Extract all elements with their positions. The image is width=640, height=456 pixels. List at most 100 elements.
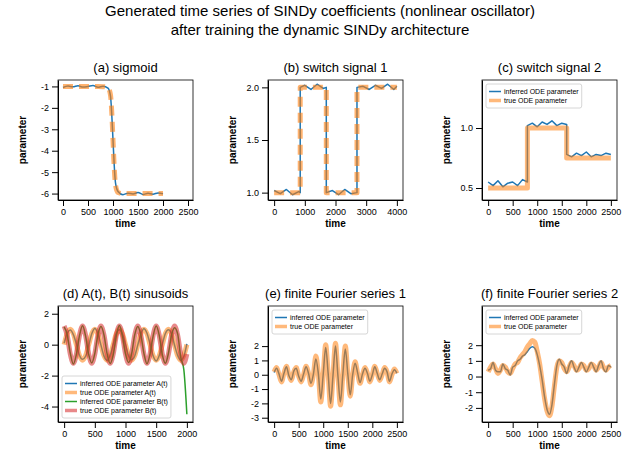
panel-title: (b) switch signal 1 bbox=[283, 60, 387, 75]
tick: -5 bbox=[41, 168, 58, 178]
legend: inferred ODE parameter A(t)true ODE para… bbox=[62, 376, 171, 418]
legend-box bbox=[272, 310, 368, 334]
tick-label: 1.0 bbox=[460, 123, 473, 133]
tick: 1000 bbox=[314, 422, 334, 439]
tick-mark bbox=[299, 422, 300, 428]
tick-label: 0 bbox=[61, 207, 66, 217]
tick: -1 bbox=[465, 388, 482, 398]
tick: -2 bbox=[41, 371, 58, 381]
tick-mark bbox=[476, 408, 482, 409]
tick-mark bbox=[513, 422, 514, 428]
tick-mark bbox=[476, 377, 482, 378]
tick-label: 500 bbox=[506, 207, 521, 217]
tick-label: 3000 bbox=[357, 207, 377, 217]
tick-label: -2 bbox=[465, 403, 473, 413]
tick-mark bbox=[262, 140, 268, 141]
tick: 2500 bbox=[601, 422, 621, 439]
y-axis-title: parameter bbox=[227, 340, 238, 388]
tick: 0 bbox=[44, 340, 58, 350]
legend-box bbox=[62, 376, 171, 418]
series-line bbox=[488, 340, 611, 415]
x-axis: 05001000150020002500 bbox=[59, 200, 199, 217]
y-axis: -3-2-1012 bbox=[251, 307, 269, 424]
tick-label: -1 bbox=[465, 388, 473, 398]
tick-label: 1500 bbox=[552, 207, 572, 217]
tick-mark bbox=[476, 188, 482, 189]
tick-mark bbox=[52, 345, 58, 346]
tick: 1000 bbox=[528, 422, 548, 439]
tick-label: -3 bbox=[251, 413, 259, 423]
tick-label: 1500 bbox=[147, 429, 167, 439]
tick: 0 bbox=[254, 370, 268, 380]
tick-mark bbox=[52, 376, 58, 377]
panel: 05001000150020002500-2-1012(f) finite Fo… bbox=[441, 286, 621, 451]
y-axis-title: parameter bbox=[17, 116, 28, 164]
legend-box bbox=[486, 84, 582, 108]
tick: -2 bbox=[465, 403, 482, 413]
tick-label: 2500 bbox=[601, 429, 621, 439]
panel: 0500100015002000-4-202(d) A(t), B(t) sin… bbox=[17, 286, 197, 451]
tick-label: 0 bbox=[254, 370, 259, 380]
tick-mark bbox=[274, 200, 275, 206]
plot-area bbox=[488, 340, 611, 415]
tick: -1 bbox=[41, 82, 58, 92]
tick-mark bbox=[156, 422, 157, 428]
y-axis: 0.5 1.0 bbox=[460, 81, 482, 201]
series-line bbox=[488, 121, 611, 187]
tick-label: 2500 bbox=[601, 207, 621, 217]
y-axis-title: parameter bbox=[441, 116, 452, 164]
tick-mark bbox=[611, 200, 612, 206]
tick: 1.0 bbox=[246, 188, 268, 198]
legend-label: inferred ODE parameter bbox=[504, 314, 579, 322]
tick: 1500 bbox=[552, 422, 572, 439]
tick: 1.5 bbox=[246, 135, 268, 145]
tick-label: 0 bbox=[44, 340, 49, 350]
tick-label: -1 bbox=[41, 82, 49, 92]
tick-label: 2500 bbox=[387, 429, 407, 439]
plot-area bbox=[274, 343, 397, 406]
legend-label: true ODE parameter A(t) bbox=[80, 389, 156, 397]
plot-frame bbox=[482, 80, 617, 200]
tick-mark bbox=[274, 422, 275, 428]
y-axis-title: parameter bbox=[17, 340, 28, 388]
figure: Generated time series of SINDy coefficie… bbox=[0, 0, 640, 456]
tick: 1500 bbox=[338, 422, 358, 439]
tick: 2500 bbox=[387, 422, 407, 439]
tick-label: -2 bbox=[41, 371, 49, 381]
x-axis-title: time bbox=[115, 218, 136, 229]
tick: 2500 bbox=[178, 200, 198, 217]
figure-title: Generated time series of SINDy coefficie… bbox=[105, 2, 535, 19]
tick-label: 500 bbox=[81, 207, 96, 217]
tick: 1 bbox=[468, 356, 482, 366]
panel-title: (c) switch signal 2 bbox=[498, 60, 601, 75]
tick: 2000 bbox=[177, 422, 197, 439]
tick-label: 1500 bbox=[552, 429, 572, 439]
tick-label: 1 bbox=[468, 356, 473, 366]
legend-swatch bbox=[489, 99, 501, 103]
panel: 05001000150020002500-3-2-1012(e) finite … bbox=[227, 286, 407, 451]
tick: 0.5 bbox=[460, 183, 482, 193]
legend-swatch bbox=[65, 409, 77, 413]
y-axis-line bbox=[482, 307, 483, 423]
panel-title: (e) finite Fourier series 1 bbox=[265, 286, 406, 301]
x-axis-title: time bbox=[539, 440, 560, 451]
tick-mark bbox=[611, 422, 612, 428]
y-axis-line bbox=[58, 307, 59, 423]
tick-mark bbox=[262, 193, 268, 194]
legend-label: true ODE parameter bbox=[504, 97, 568, 105]
y-axis-line bbox=[268, 81, 269, 201]
series-line bbox=[274, 84, 397, 195]
tick: 500 bbox=[292, 422, 307, 439]
plot-frame bbox=[482, 306, 617, 422]
tick: 0 bbox=[272, 200, 277, 217]
x-axis: 05001000150020002500 bbox=[269, 422, 408, 439]
tick-mark bbox=[163, 200, 164, 206]
tick: 1000 bbox=[295, 200, 315, 217]
tick-label: 0 bbox=[468, 372, 473, 382]
tick: 2000 bbox=[577, 422, 597, 439]
tick-mark bbox=[52, 129, 58, 130]
tick-label: -2 bbox=[251, 399, 259, 409]
legend-label: inferred ODE parameter A(t) bbox=[80, 380, 168, 388]
tick-label: 2 bbox=[254, 341, 259, 351]
tick-mark bbox=[586, 200, 587, 206]
